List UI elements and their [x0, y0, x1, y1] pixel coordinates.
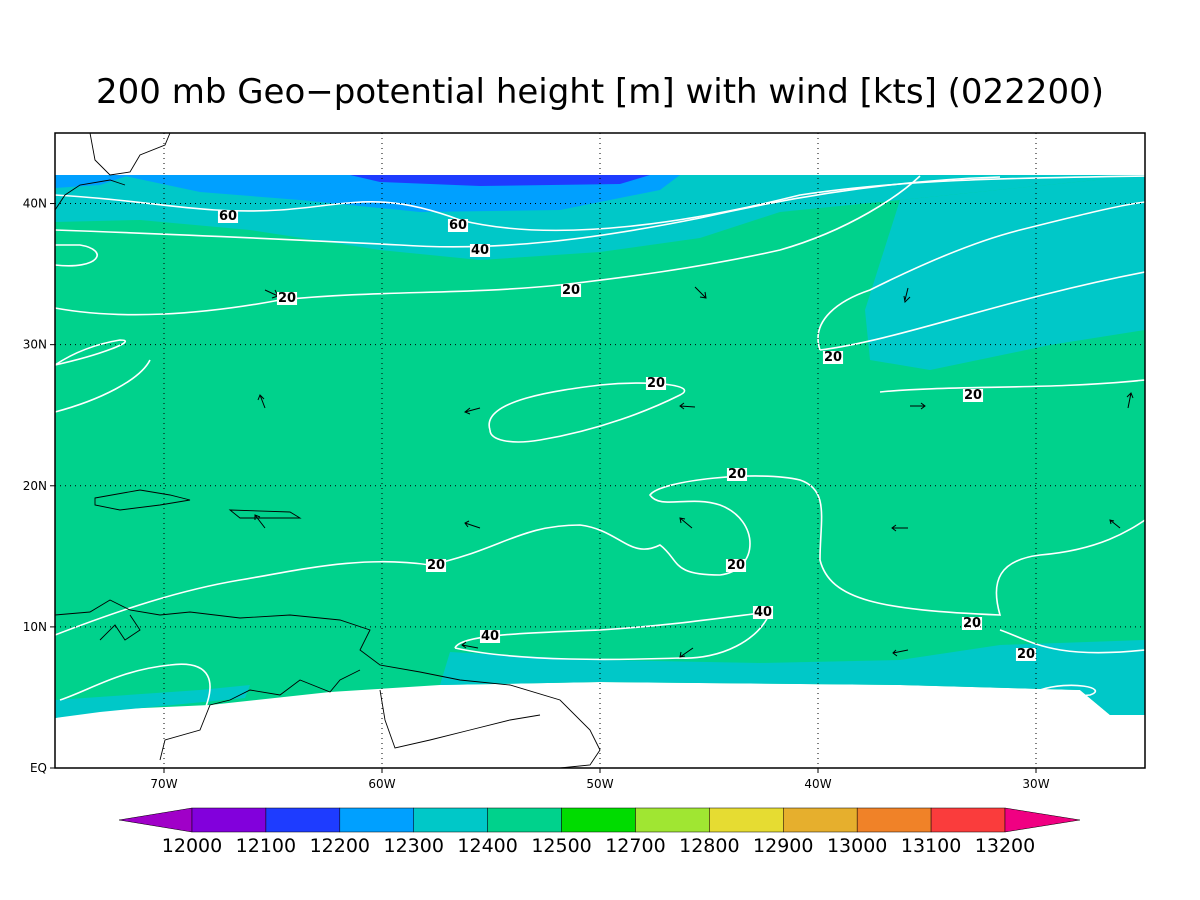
contour-label: 60 — [449, 218, 467, 233]
colorbar-label: 12700 — [605, 835, 665, 857]
label-box — [645, 377, 667, 390]
label-box — [1015, 648, 1037, 661]
colorbar-swatch — [413, 807, 488, 833]
label-box — [560, 284, 582, 297]
lon-label: 50W — [586, 777, 613, 791]
lat-label: 10N — [23, 620, 47, 634]
lat-label: EQ — [30, 761, 47, 775]
colorbar-label: 12800 — [679, 835, 739, 857]
colorbar-label: 13100 — [901, 835, 961, 857]
lon-label: 60W — [368, 777, 395, 791]
lon-label: 40W — [804, 777, 831, 791]
label-box — [425, 559, 447, 572]
contour-label: 20 — [728, 467, 746, 482]
colorbar-swatch — [709, 807, 784, 833]
colorbar-label: 13000 — [827, 835, 887, 857]
colorbar-swatch — [856, 807, 932, 833]
lon-label: 70W — [150, 777, 177, 791]
label-box — [725, 559, 747, 572]
colorbar-swatch — [930, 807, 1006, 833]
contour-label: 20 — [824, 350, 842, 365]
colorbar-extend-high — [1004, 807, 1081, 833]
lat-label: 20N — [23, 479, 47, 493]
colorbar-swatch — [783, 807, 858, 833]
contour-labels: 60 60 40 20 20 20 20 20 20 20 40 40 20 2… — [217, 209, 1037, 662]
contour-label: 40 — [471, 243, 489, 258]
label-box — [961, 617, 983, 630]
lon-label: 30W — [1022, 777, 1049, 791]
colorbar-label: 13200 — [975, 835, 1035, 857]
colorbar-swatch — [635, 807, 710, 833]
colorbar-swatch — [561, 807, 636, 833]
colorbar-label: 12000 — [162, 835, 222, 857]
colorbar-label: 12900 — [753, 835, 813, 857]
contour-label: 40 — [481, 629, 499, 644]
label-box — [752, 606, 774, 619]
contour-label: 20 — [1017, 647, 1035, 662]
contour-label: 60 — [219, 209, 237, 224]
lat-label: 30N — [23, 338, 47, 352]
contour-label: 20 — [562, 283, 580, 298]
contour-label: 20 — [427, 558, 445, 573]
label-box — [479, 630, 501, 643]
contour-label: 20 — [278, 291, 296, 306]
label-box — [217, 210, 239, 223]
label-box — [822, 351, 844, 364]
contour-label: 20 — [727, 558, 745, 573]
label-box — [726, 468, 748, 481]
coastlines — [54, 132, 601, 769]
map-title: 200 mb Geo−potential height [m] with win… — [96, 72, 1104, 112]
label-box — [447, 219, 469, 232]
colorbar-swatch — [191, 807, 267, 833]
colorbar-label: 12200 — [310, 835, 370, 857]
contour-label: 40 — [754, 605, 772, 620]
label-box — [276, 292, 298, 305]
colorbar-label: 12400 — [457, 835, 517, 857]
contour-label: 20 — [647, 376, 665, 391]
colorbar-label: 12100 — [236, 835, 296, 857]
colorbar-swatch — [339, 807, 414, 833]
colorbar-label: 12500 — [531, 835, 591, 857]
label-box — [469, 244, 491, 257]
colorbar-label: 12300 — [384, 835, 444, 857]
contour-label: 20 — [964, 388, 982, 403]
contour-label: 20 — [963, 616, 981, 631]
colorbar-swatch — [487, 807, 562, 833]
colorbar-extend-low — [118, 807, 193, 833]
colorbar-swatch — [265, 807, 341, 833]
height-field — [55, 175, 1145, 718]
label-box — [962, 389, 984, 402]
lat-label: 40N — [23, 197, 47, 211]
